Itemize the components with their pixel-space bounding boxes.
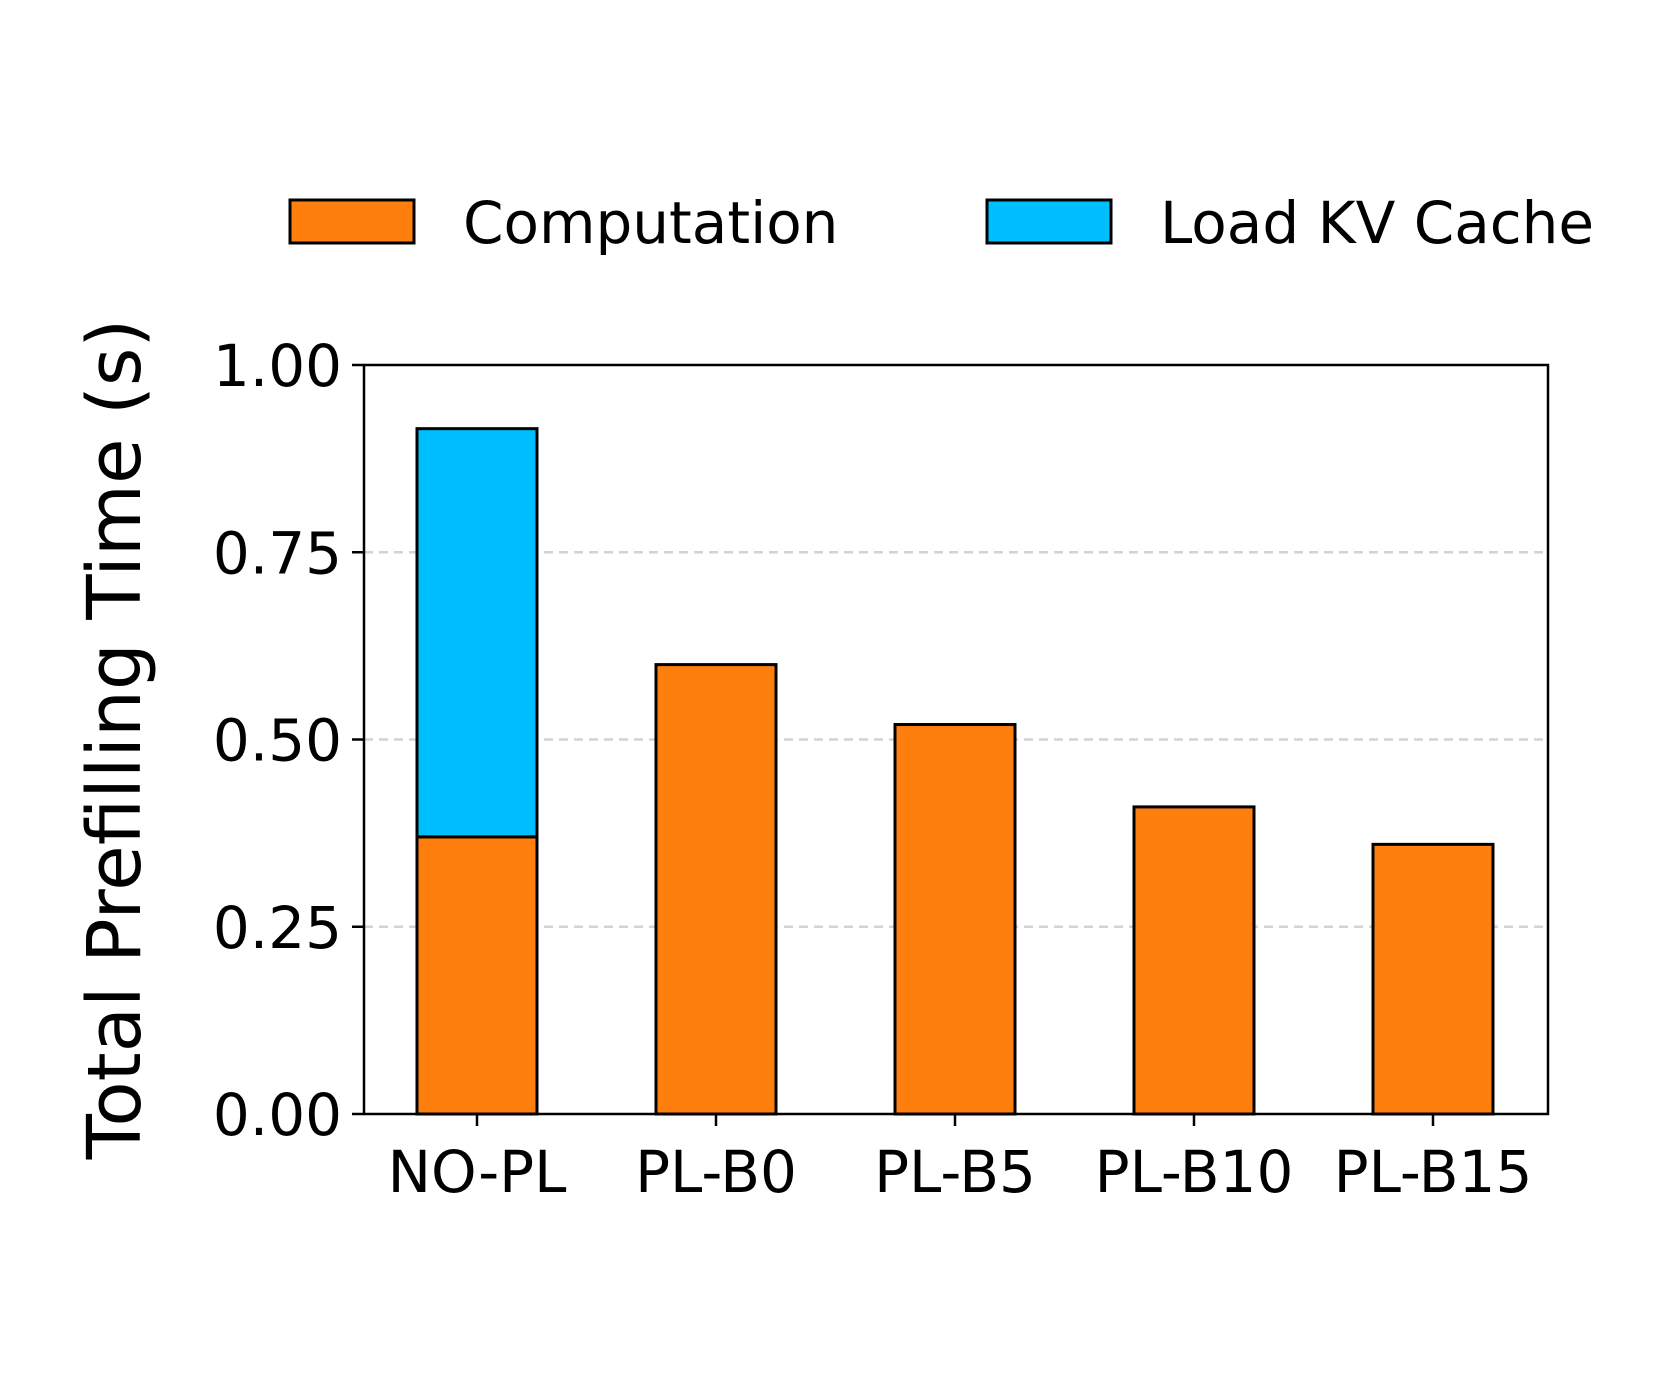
bar-load-kv-cache-no-pl <box>415 427 539 839</box>
y-axis-title: Total Prefilling Time (s) <box>72 319 158 1161</box>
bar-computation-pl-b10 <box>1132 805 1256 1116</box>
bar-computation-pl-b0 <box>654 663 778 1116</box>
legend: Computation Load KV Cache <box>288 189 1594 257</box>
x-tick-label-pl-b5: PL-B5 <box>874 1138 1036 1206</box>
x-tick-label-pl-b0: PL-B0 <box>635 1138 797 1206</box>
legend-label-load-kv-cache: Load KV Cache <box>1160 189 1594 257</box>
x-tick-label-pl-b15: PL-B15 <box>1334 1138 1533 1206</box>
y-tick-label-4: 1.00 <box>213 332 342 400</box>
legend-swatch-load-kv-cache <box>985 198 1113 245</box>
y-axis-ticks: 0.00 0.25 0.50 0.75 1.00 <box>213 332 364 1149</box>
bar-computation-pl-b15 <box>1371 842 1495 1116</box>
y-tick-label-2: 0.50 <box>213 707 342 775</box>
bars <box>415 427 1495 1116</box>
legend-swatch-computation <box>288 198 416 245</box>
x-axis-ticks: NO-PL PL-B0 PL-B5 PL-B10 PL-B15 <box>388 1114 1533 1206</box>
y-tick-label-1: 0.25 <box>213 894 342 962</box>
x-tick-label-no-pl: NO-PL <box>388 1138 567 1206</box>
legend-label-computation: Computation <box>463 189 838 257</box>
bar-computation-pl-b5 <box>893 723 1017 1116</box>
y-tick-label-0: 0.00 <box>213 1081 342 1149</box>
x-tick-label-pl-b10: PL-B10 <box>1095 1138 1294 1206</box>
y-tick-label-3: 0.75 <box>213 519 342 587</box>
bar-computation-no-pl <box>415 835 539 1116</box>
